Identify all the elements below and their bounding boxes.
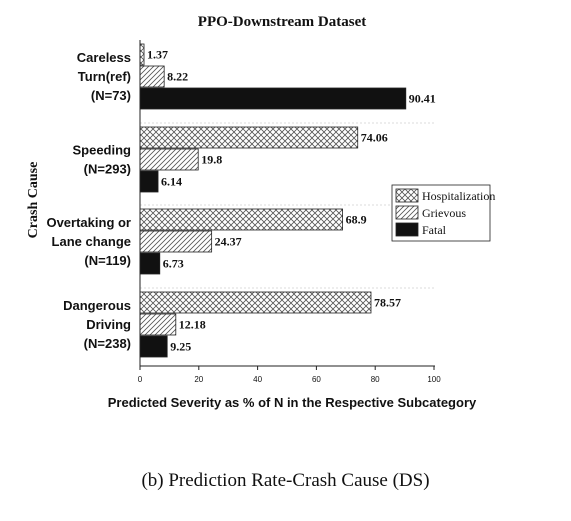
legend-swatch-fatal	[395, 222, 419, 237]
chart-title: PPO-Downstream Dataset	[198, 14, 366, 30]
value-label: 12.18	[179, 318, 206, 332]
x-axis-label: Predicted Severity as % of N in the Resp…	[108, 395, 477, 410]
category-label: Speeding	[72, 143, 131, 158]
category-labels: Careless Turn(ref) (N=73) Speeding (N=293) Ov…	[46, 50, 131, 351]
value-label: 74.06	[361, 131, 388, 145]
legend-swatch-hospitalization	[395, 188, 419, 203]
value-label: 19.8	[201, 153, 222, 167]
x-ticks: 0 20 40 60 80 100	[138, 366, 441, 384]
category-label: Turn(ref)	[78, 69, 131, 84]
category-label: Careless	[77, 50, 131, 65]
x-tick-label: 100	[427, 375, 441, 384]
bar-hospitalization-3	[139, 291, 372, 314]
bar-hospitalization-0	[139, 43, 145, 66]
x-tick-label: 0	[138, 375, 143, 384]
x-tick-label: 60	[312, 375, 321, 384]
x-tick-label: 80	[371, 375, 380, 384]
category-label: (N=119)	[84, 253, 131, 268]
legend-label: Grievous	[422, 206, 466, 220]
value-label: 6.73	[163, 257, 184, 271]
value-label: 1.37	[147, 48, 168, 62]
bar-grievous-0	[139, 65, 165, 88]
bar-fatal-2	[139, 252, 161, 275]
category-label: Overtaking or	[46, 215, 131, 230]
category-label: (N=293)	[84, 162, 131, 177]
legend: Hospitalization Grievous Fatal	[391, 184, 495, 242]
bars	[139, 43, 407, 358]
bar-fatal-0	[139, 87, 407, 110]
category-label: Driving	[86, 317, 131, 332]
category-label: Dangerous	[63, 298, 131, 313]
x-tick-label: 20	[194, 375, 203, 384]
value-label: 78.57	[374, 296, 401, 310]
value-label: 9.25	[170, 340, 191, 354]
bar-fatal-3	[139, 335, 168, 358]
bar-hospitalization-2	[139, 208, 343, 231]
value-labels: 1.37 8.22 90.41 74.06 19.8 6.14 68.9 24.37 6.73 7…	[147, 48, 436, 354]
bar-fatal-1	[139, 170, 159, 193]
bar-grievous-2	[139, 230, 213, 253]
value-label: 68.9	[346, 213, 367, 227]
figure-caption: (b) Prediction Rate-Crash Cause (DS)	[141, 470, 430, 491]
category-label: (N=238)	[84, 336, 131, 351]
bar-hospitalization-1	[139, 126, 359, 149]
category-label: (N=73)	[91, 88, 131, 103]
x-tick-label: 40	[253, 375, 262, 384]
legend-label: Fatal	[422, 223, 447, 237]
category-label: Lane change	[52, 234, 131, 249]
bar-grievous-3	[139, 313, 177, 336]
value-label: 6.14	[161, 175, 182, 189]
legend-swatch-grievous	[395, 205, 419, 220]
value-label: 8.22	[167, 70, 188, 84]
value-label: 24.37	[215, 235, 242, 249]
bar-grievous-1	[139, 148, 199, 171]
legend-label: Hospitalization	[422, 189, 495, 203]
y-axis-label: Crash Cause	[26, 162, 41, 239]
category-separators	[140, 122, 435, 289]
value-label: 90.41	[409, 92, 436, 106]
